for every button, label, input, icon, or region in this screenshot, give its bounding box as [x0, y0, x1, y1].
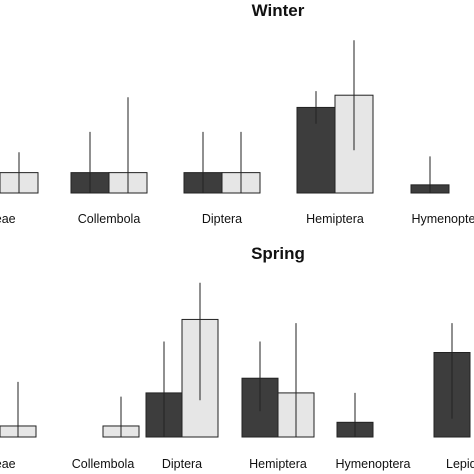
winter-panel: Winter ...eae Collembola Diptera Hemiptera H… — [0, 1, 474, 226]
category-label-0-1: Collembola — [78, 212, 141, 226]
category-label-0-4: Hymenoptera — [411, 212, 474, 226]
category-label-0-2: Diptera — [202, 212, 242, 226]
category-label-1-3: Hemiptera — [249, 457, 307, 471]
category-label-1-0: ...eae — [0, 457, 16, 471]
spring-title: Spring — [251, 244, 305, 263]
category-label-1-1: Collembola — [72, 457, 135, 471]
winter-marks: ...eae Collembola Diptera Hemiptera Hymenopt… — [0, 40, 474, 226]
spring-marks: ...eae Collembola Diptera Hemiptera Hymenopt… — [0, 282, 474, 471]
category-label-0-3: Hemiptera — [306, 212, 364, 226]
spring-panel: Spring ...eae Collembola Diptera Hemiptera H… — [0, 244, 474, 471]
category-label-1-2: Diptera — [162, 457, 202, 471]
category-label-1-5: Lepido... — [446, 457, 474, 471]
winter-title: Winter — [252, 1, 305, 20]
category-label-0-0: ...eae — [0, 212, 16, 226]
category-label-1-4: Hymenoptera — [335, 457, 410, 471]
